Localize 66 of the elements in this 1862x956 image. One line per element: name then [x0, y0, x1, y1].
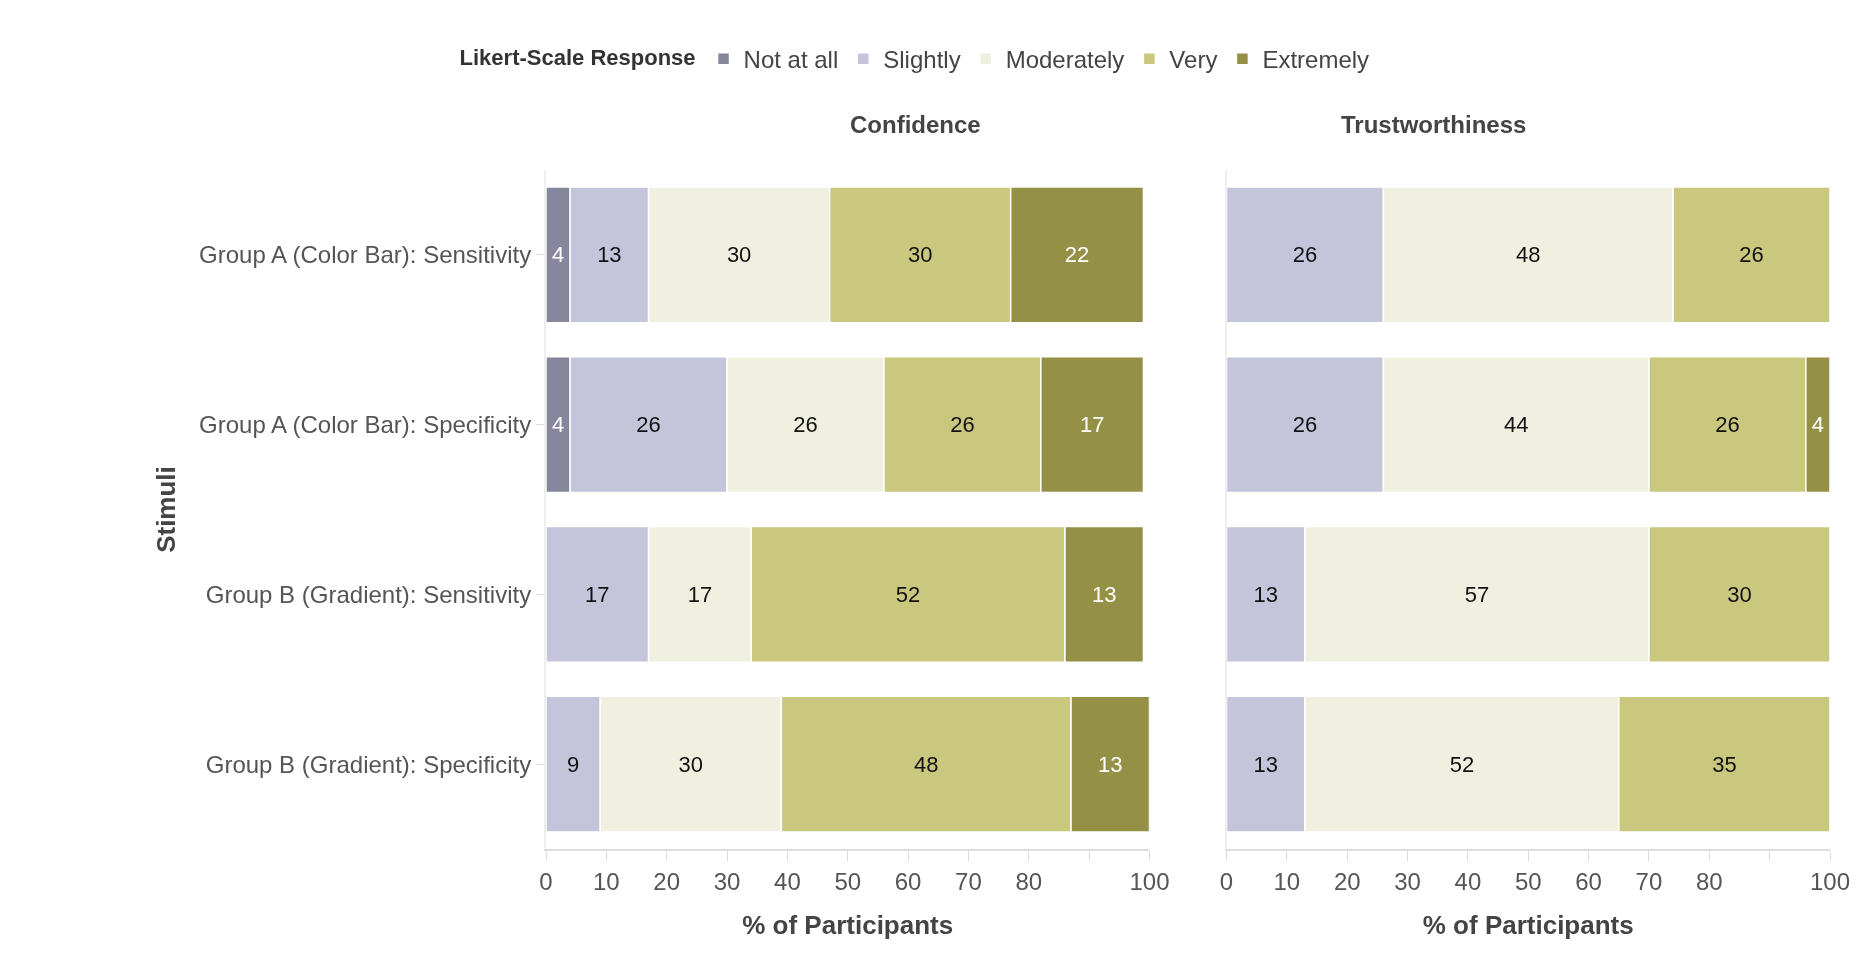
x-axis-title: % of Participants [742, 910, 954, 940]
y-axis-title: Stimuli [150, 466, 181, 553]
data-label: 4 [551, 412, 565, 438]
x-axis-title: % of Participants [1422, 910, 1634, 940]
legend-label: Slightly [883, 46, 961, 74]
data-label: 9 [567, 751, 580, 777]
data-label: 48 [1516, 242, 1541, 268]
data-label: 26 [1715, 412, 1740, 438]
data-label: 26 [793, 412, 818, 438]
data-label: 22 [1064, 242, 1090, 268]
y-tick-label: Group A (Color Bar): Specificity [199, 411, 532, 439]
legend-label: Moderately [1005, 46, 1125, 74]
data-label: 26 [636, 412, 661, 438]
data-label: 17 [1079, 412, 1105, 438]
x-tick-label: 10 [593, 867, 620, 895]
chart-title: Confidence [850, 111, 981, 138]
data-label: 52 [895, 581, 921, 607]
data-label: 13 [1091, 581, 1117, 607]
data-label: 13 [1253, 751, 1278, 777]
x-tick-label: 50 [834, 867, 862, 895]
x-tick-label: 50 [1514, 867, 1542, 895]
x-tick-label: 100 [1809, 867, 1851, 895]
data-label: 26 [1292, 242, 1318, 268]
legend-label: Very [1169, 46, 1218, 74]
x-tick-label: 10 [1273, 867, 1301, 895]
x-tick-label: 0 [1219, 867, 1234, 895]
x-tick-label: 40 [1454, 867, 1482, 895]
chart-title: Trustworthiness [1341, 111, 1527, 138]
data-label: 26 [1292, 412, 1318, 438]
x-tick-label: 70 [1635, 867, 1663, 895]
x-tick-label: 60 [1575, 867, 1602, 895]
data-label: 48 [913, 751, 939, 777]
data-label: 52 [1449, 751, 1475, 777]
data-label: 35 [1712, 751, 1737, 777]
y-tick-label: Group B (Gradient): Specificity [205, 750, 532, 778]
data-label: 30 [678, 751, 704, 777]
x-tick-label: 30 [1394, 867, 1421, 895]
data-label: 30 [907, 242, 933, 268]
data-label: 17 [687, 581, 713, 607]
x-tick-label: 20 [653, 867, 681, 895]
data-label: 30 [726, 242, 752, 268]
x-tick-label: 30 [713, 867, 741, 895]
x-tick-label: 60 [894, 867, 922, 895]
y-tick-label: Group B (Gradient): Sensitivity [205, 580, 532, 608]
data-label: 57 [1464, 581, 1490, 607]
data-label: 13 [1098, 751, 1123, 777]
x-tick-label: 0 [539, 867, 553, 895]
data-label: 26 [950, 412, 975, 438]
x-tick-label: 70 [955, 867, 982, 895]
legend-title: Likert-Scale Response [459, 45, 696, 71]
data-label: 4 [1811, 412, 1825, 438]
x-tick-label: 100 [1129, 867, 1170, 895]
data-label: 4 [551, 242, 565, 268]
x-tick-label: 80 [1015, 867, 1043, 895]
y-tick-label: Group A (Color Bar): Sensitivity [199, 241, 532, 269]
data-label: 44 [1503, 412, 1529, 438]
data-label: 13 [1253, 581, 1278, 607]
data-label: 26 [1739, 242, 1764, 268]
x-tick-label: 80 [1695, 867, 1723, 895]
x-tick-label: 40 [774, 867, 801, 895]
data-label: 17 [585, 581, 610, 607]
legend-label: Extremely [1262, 46, 1370, 74]
legend-label: Not at all [743, 46, 839, 74]
x-tick-label: 20 [1333, 867, 1361, 895]
data-label: 13 [597, 242, 622, 268]
data-label: 30 [1727, 581, 1752, 607]
